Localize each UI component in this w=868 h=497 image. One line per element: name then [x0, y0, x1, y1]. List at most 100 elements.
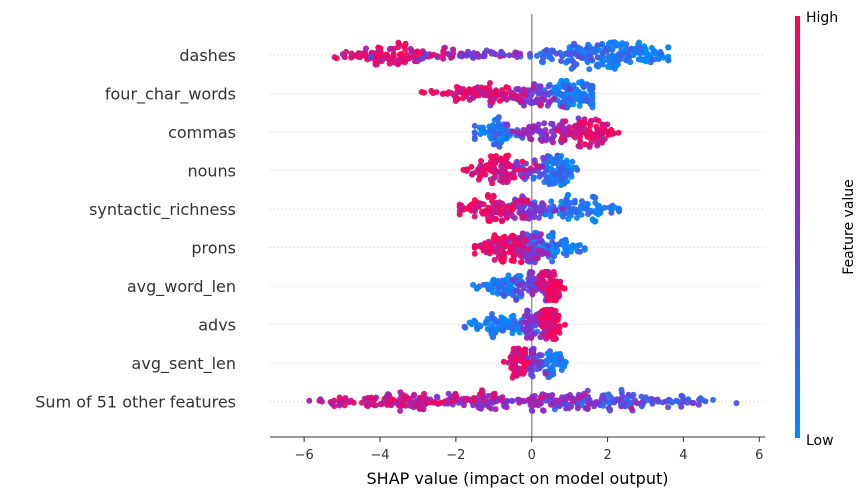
- data-point: [508, 313, 515, 320]
- data-point: [481, 129, 488, 136]
- data-point: [618, 51, 625, 58]
- data-point: [477, 200, 484, 207]
- data-point: [642, 46, 649, 53]
- data-point: [576, 102, 583, 109]
- data-point: [535, 121, 542, 128]
- data-point: [523, 334, 530, 341]
- data-point: [582, 205, 589, 212]
- data-point: [690, 400, 697, 406]
- feature-label: Sum of 51 other features: [35, 393, 236, 412]
- data-point: [614, 54, 620, 61]
- data-point: [521, 245, 528, 252]
- data-point: [527, 135, 534, 142]
- data-point: [504, 121, 511, 128]
- data-point: [584, 45, 590, 52]
- data-point: [589, 193, 596, 200]
- data-point: [528, 276, 535, 283]
- data-point: [522, 319, 528, 326]
- data-point: [537, 208, 544, 215]
- data-point: [550, 208, 557, 214]
- data-point: [563, 59, 569, 66]
- data-point: [517, 97, 524, 104]
- data-point: [539, 318, 546, 325]
- data-point: [402, 56, 409, 63]
- data-point: [549, 258, 556, 265]
- data-point: [566, 86, 573, 93]
- data-point: [515, 370, 522, 376]
- data-point: [678, 392, 685, 399]
- data-point: [549, 314, 556, 321]
- data-point: [476, 174, 483, 181]
- data-point: [535, 83, 542, 90]
- data-point: [509, 128, 516, 135]
- data-point: [490, 128, 497, 135]
- data-point: [343, 48, 350, 55]
- data-point: [521, 369, 528, 376]
- feature-points: [461, 306, 568, 343]
- data-point: [554, 155, 561, 162]
- data-point: [504, 160, 511, 167]
- data-point: [594, 127, 601, 134]
- data-point: [500, 157, 507, 164]
- data-point: [520, 86, 527, 93]
- data-point: [605, 391, 612, 398]
- data-point: [513, 92, 519, 99]
- data-point: [581, 246, 588, 253]
- data-point: [507, 283, 513, 290]
- data-point: [531, 330, 538, 337]
- data-point: [594, 54, 601, 61]
- data-point: [495, 282, 502, 289]
- data-point: [585, 396, 592, 403]
- data-point: [440, 90, 447, 97]
- data-point: [517, 196, 524, 203]
- data-point: [512, 49, 519, 56]
- data-point: [333, 55, 340, 62]
- data-point: [594, 142, 601, 149]
- data-point: [554, 248, 561, 255]
- data-point: [471, 134, 478, 141]
- data-point: [569, 129, 576, 135]
- data-point: [540, 407, 547, 414]
- data-point: [545, 83, 552, 90]
- data-point: [428, 52, 435, 59]
- data-point: [517, 289, 524, 296]
- data-point: [493, 158, 499, 164]
- data-point: [537, 89, 544, 96]
- data-point: [529, 291, 536, 298]
- data-point: [577, 48, 584, 55]
- data-point: [520, 285, 527, 292]
- data-point: [513, 296, 520, 303]
- data-point: [511, 174, 518, 181]
- colorbar-title: Feature value: [841, 179, 857, 275]
- data-point: [594, 210, 601, 217]
- data-point: [562, 50, 569, 57]
- data-point: [605, 405, 612, 412]
- data-point: [363, 45, 369, 52]
- data-point: [585, 211, 592, 218]
- data-point: [550, 139, 556, 146]
- data-point: [539, 138, 546, 144]
- data-point: [475, 402, 482, 409]
- data-point: [654, 396, 661, 403]
- data-point: [523, 129, 530, 136]
- data-point: [562, 118, 569, 125]
- data-point: [491, 256, 498, 263]
- data-point: [424, 399, 431, 406]
- data-point: [483, 241, 489, 248]
- data-point: [554, 241, 561, 248]
- data-point: [471, 317, 478, 324]
- data-point: [558, 174, 565, 181]
- data-point: [501, 403, 508, 410]
- data-point: [434, 54, 441, 61]
- data-point: [616, 205, 622, 212]
- data-point: [532, 160, 539, 167]
- data-point: [537, 394, 544, 401]
- data-point: [509, 397, 516, 404]
- data-point: [510, 292, 516, 299]
- data-point: [637, 49, 644, 56]
- data-point: [387, 45, 394, 52]
- data-point: [598, 136, 605, 143]
- data-point: [357, 50, 364, 57]
- data-point: [558, 58, 565, 64]
- data-point: [504, 171, 511, 177]
